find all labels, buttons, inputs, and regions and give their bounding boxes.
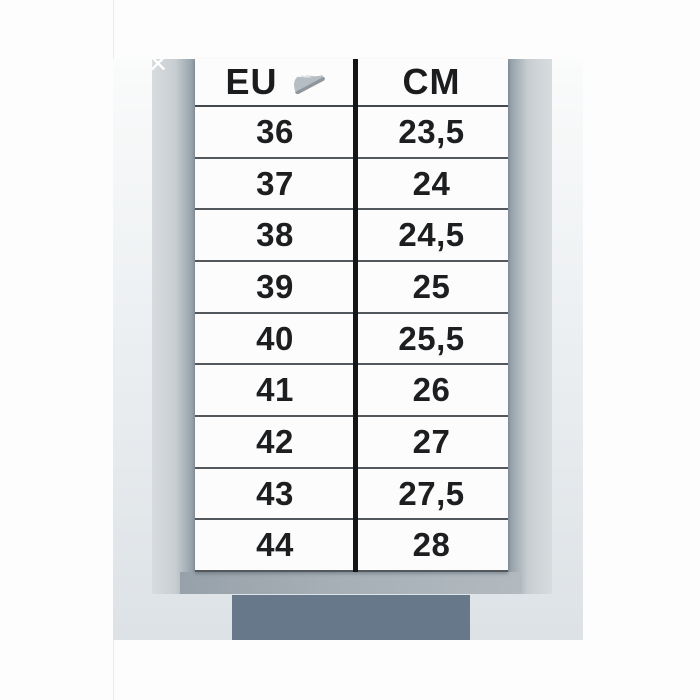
- cm-size-cell: 24,5: [398, 216, 465, 254]
- cm-size-cell: 27,5: [398, 474, 465, 512]
- eu-size-cell: 36: [256, 112, 294, 150]
- sneaker-icon: [293, 75, 325, 95]
- cm-size-cell: 23,5: [398, 112, 465, 150]
- table-row: 39 25: [195, 262, 508, 314]
- eu-size-cell: 41: [256, 371, 294, 409]
- eu-size-cell: 42: [256, 422, 294, 460]
- frame-right-pillar: [508, 59, 552, 594]
- table-row: 38 24,5: [195, 210, 508, 263]
- cm-size-cell: 28: [412, 526, 451, 564]
- eu-size-cell: 40: [256, 319, 294, 357]
- eu-header-label: EU: [225, 61, 278, 102]
- table-row: 43 27,5: [195, 469, 508, 521]
- cm-size-cell: 26: [412, 371, 451, 409]
- stand-base: [232, 595, 470, 640]
- eu-size-cell: 39: [256, 267, 294, 305]
- column-divider: [353, 59, 358, 572]
- table-header-row: EU CM: [195, 59, 508, 107]
- cm-header-label: CM: [402, 61, 461, 102]
- eu-size-cell: 37: [256, 164, 294, 202]
- table-row: 41 26: [195, 365, 508, 418]
- cm-size-cell: 27: [412, 422, 451, 460]
- table-row: 37 24: [195, 159, 508, 211]
- cm-size-cell: 25,5: [398, 319, 465, 357]
- lightbox-close-button[interactable]: ✕: [142, 48, 174, 80]
- cm-size-cell: 25: [412, 267, 451, 305]
- table-row: 42 27: [195, 417, 508, 469]
- frame-left-pillar: [152, 59, 195, 594]
- table-row: 40 25,5: [195, 314, 508, 366]
- eu-size-cell: 44: [256, 526, 294, 564]
- size-chart-photo: EU CM 36 23,5 37 24 38 24,5 39 25 40 25,5 41 26 42 27…: [113, 59, 583, 640]
- eu-size-cell: 43: [256, 474, 294, 512]
- cm-size-cell: 24: [412, 164, 451, 202]
- size-chart-table: EU CM 36 23,5 37 24 38 24,5 39 25 40 25,5 41 26 42 27…: [195, 59, 508, 573]
- table-row: 36 23,5: [195, 107, 508, 159]
- close-icon: ✕: [147, 50, 169, 78]
- eu-size-cell: 38: [256, 216, 294, 254]
- column-header-cm: CM: [355, 59, 508, 105]
- column-header-eu: EU: [195, 59, 355, 105]
- table-bottom-shadow: [180, 572, 522, 594]
- table-row: 44 28: [195, 520, 508, 573]
